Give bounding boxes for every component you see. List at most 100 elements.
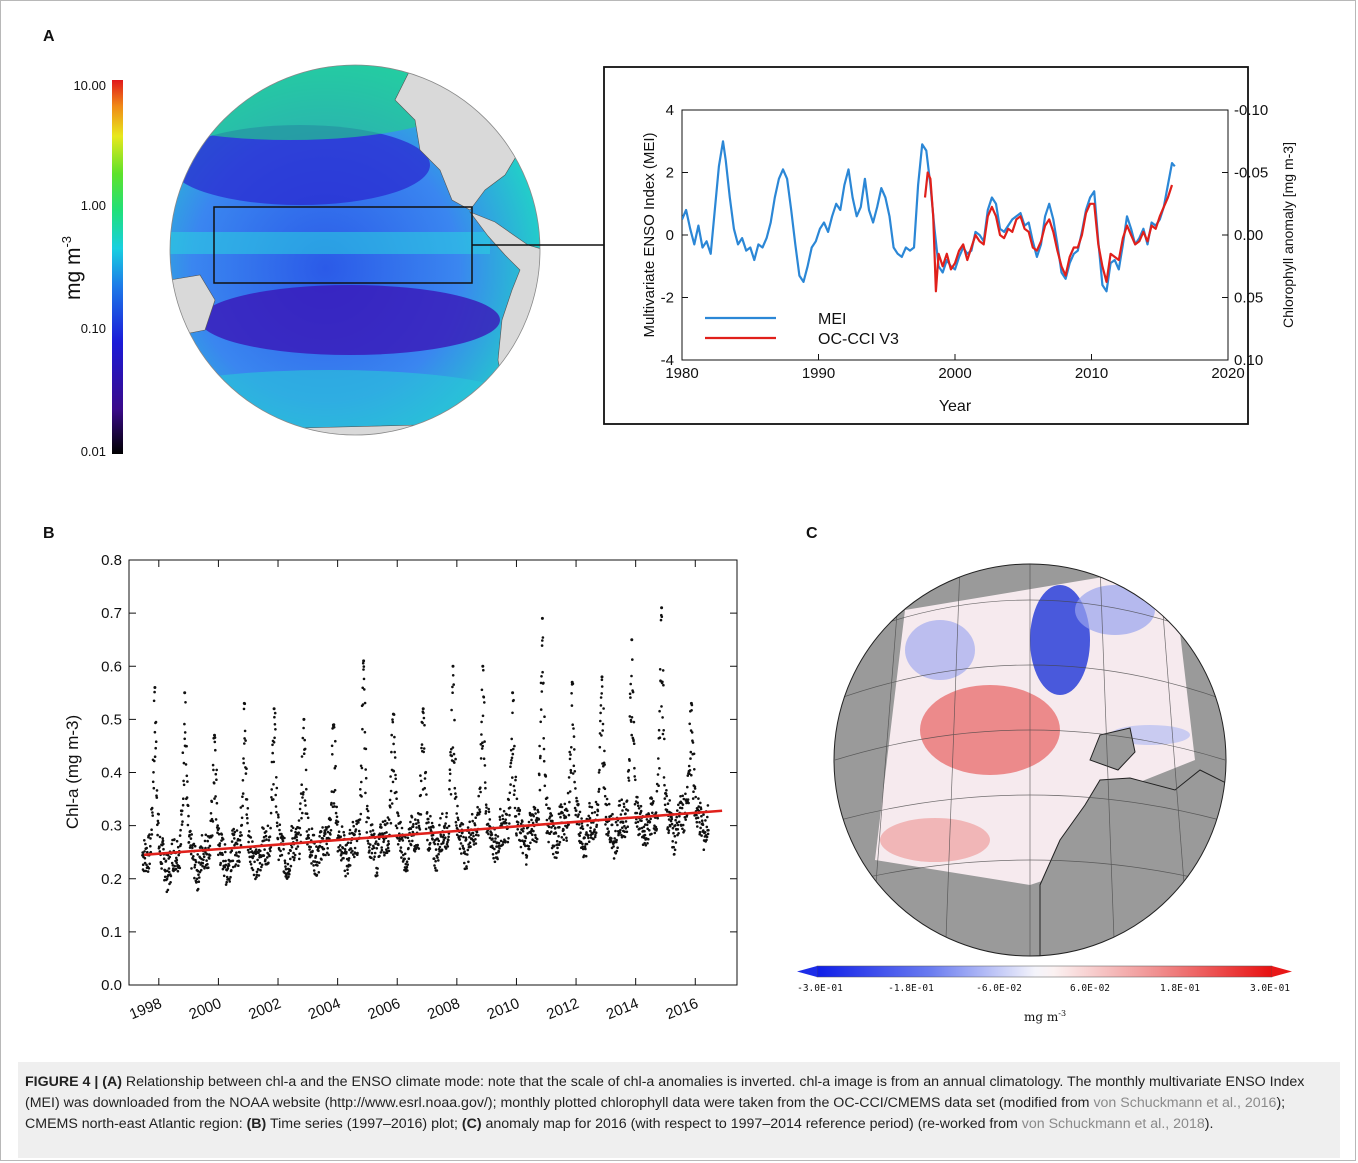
chl-ytick-label: 0.5 xyxy=(101,711,122,728)
colorbar-min-arrow xyxy=(797,966,817,977)
chl-point xyxy=(161,837,164,840)
caption-text-1: Relationship between chl-a and the ENSO … xyxy=(25,1074,1305,1111)
chl-peak-point xyxy=(332,723,336,727)
chl-point xyxy=(658,668,662,671)
chl-point xyxy=(175,839,179,843)
chl-point xyxy=(333,805,336,808)
chl-point xyxy=(454,792,457,795)
chl-point xyxy=(513,806,517,810)
chl-point xyxy=(336,820,340,824)
chl-point xyxy=(417,847,421,850)
chl-point xyxy=(661,716,664,719)
chl-point xyxy=(707,828,710,832)
chl-point xyxy=(201,864,204,868)
chl-point xyxy=(573,780,576,784)
chl-point xyxy=(508,791,512,795)
chl-points xyxy=(141,606,710,894)
chl-point xyxy=(329,833,332,836)
caption-text-2: ); CMEMS north-east Atlantic region: xyxy=(25,1095,1286,1132)
chl-point xyxy=(466,853,469,856)
chl-point xyxy=(257,851,260,855)
chl-point xyxy=(406,863,410,866)
chl-point xyxy=(222,859,225,863)
chl-point xyxy=(571,723,574,726)
chl-point xyxy=(343,848,347,851)
chl-point xyxy=(249,863,253,866)
svg-text:mg m-3: mg m-3 xyxy=(1024,1009,1066,1024)
chl-point xyxy=(208,844,212,848)
chl-point xyxy=(684,818,687,821)
mei-ylabel: Multivariate ENSO Index (MEI) xyxy=(641,132,658,337)
chl-point xyxy=(396,812,400,815)
anom-tick-1: -1.8E-01 xyxy=(888,983,934,994)
chl-point xyxy=(508,822,511,825)
chl-point xyxy=(542,747,546,751)
chl-point xyxy=(449,750,452,754)
chl-point xyxy=(191,846,194,849)
chl-point xyxy=(141,851,144,854)
chl-point xyxy=(154,740,158,743)
chl-point xyxy=(332,726,336,729)
chl-point xyxy=(572,735,576,738)
chl-point xyxy=(272,741,276,744)
chl-point xyxy=(467,860,470,864)
caption-text-5: ). xyxy=(1204,1116,1214,1132)
chl-point xyxy=(545,803,548,806)
chl-point xyxy=(148,833,151,836)
chl-point xyxy=(657,784,660,787)
chl-point xyxy=(160,862,164,865)
chl-point xyxy=(532,814,535,818)
chl-point xyxy=(567,823,570,826)
chl-point xyxy=(235,851,238,854)
chl-point xyxy=(349,847,353,850)
chl-point xyxy=(258,861,262,865)
chl-point xyxy=(624,827,628,830)
chl-point xyxy=(271,743,274,747)
chl-point xyxy=(698,821,701,824)
chl-point xyxy=(177,853,180,857)
chl-point xyxy=(658,767,661,770)
chl-point xyxy=(599,696,603,699)
chl-peak-point xyxy=(600,675,604,679)
chl-point xyxy=(674,824,677,827)
chl-point xyxy=(618,799,621,803)
chl-point xyxy=(562,838,565,841)
chl-point xyxy=(351,849,354,853)
chl-point xyxy=(673,852,676,856)
chl-point xyxy=(420,743,424,746)
chl-ytick-label: 0.1 xyxy=(101,924,122,941)
chl-point xyxy=(577,813,580,816)
chl-point xyxy=(670,817,674,821)
chl-point xyxy=(675,821,679,825)
chl-point xyxy=(262,835,266,839)
chl-point xyxy=(287,852,291,855)
chl-point xyxy=(351,820,355,824)
chl-point xyxy=(363,701,367,705)
chl-point xyxy=(433,842,437,846)
chl-point xyxy=(361,686,365,690)
chl-point xyxy=(310,862,313,865)
chl-point xyxy=(183,737,186,741)
chl-point xyxy=(375,847,379,850)
chl-point xyxy=(395,826,399,830)
chl-point xyxy=(706,832,710,836)
chl-point xyxy=(216,824,219,827)
caption-citation-1[interactable]: von Schuckmann et al., 2016 xyxy=(1093,1095,1277,1111)
chl-point xyxy=(525,863,528,866)
chl-point xyxy=(178,866,182,870)
chl-point xyxy=(179,828,182,832)
chl-point xyxy=(468,820,472,824)
chl-point xyxy=(223,865,227,869)
chl-point xyxy=(367,816,371,820)
chl-point xyxy=(182,797,185,800)
chl-point xyxy=(295,838,299,842)
chl-point xyxy=(376,874,379,877)
chl-point xyxy=(357,821,360,824)
caption-citation-2[interactable]: von Schuckmann et al., 2018 xyxy=(1021,1116,1205,1132)
chl-point xyxy=(548,807,551,810)
chl-point xyxy=(325,828,328,831)
chl-point xyxy=(574,809,578,812)
chl-point xyxy=(450,708,453,712)
chl-point xyxy=(528,847,531,851)
chl-point xyxy=(612,857,616,860)
